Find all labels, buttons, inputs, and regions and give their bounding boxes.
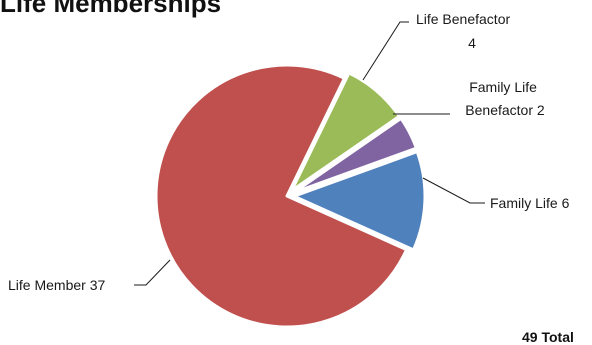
data-label-life-benefactor: Life Benefactor 4 (416, 11, 514, 51)
slice-family-life (292, 150, 427, 252)
data-label-family-life: Family Life 6 (490, 195, 570, 211)
slice-life-member (154, 63, 409, 329)
data-label-family-life-benefactor: Family Life Benefactor 2 (465, 79, 545, 118)
data-label-family-life-benefactor-line2: Benefactor 2 (465, 102, 545, 118)
pie-slices (154, 63, 427, 329)
slice-life-benefactor (290, 71, 401, 193)
data-label-life-benefactor-value: 4 (468, 35, 476, 51)
data-label-family-life-benefactor-line1: Family Life (469, 79, 537, 95)
leader-family-life (422, 177, 485, 204)
leader-life-member (134, 259, 171, 286)
data-label-life-member: Life Member 37 (8, 277, 105, 293)
chart-title: Life Memberships (0, 0, 221, 18)
total-label: 49 Total (522, 329, 574, 345)
slice-family-life-benefactor (291, 116, 418, 195)
data-label-life-benefactor-name: Life Benefactor (416, 11, 511, 27)
leader-life-benefactor (362, 21, 409, 81)
